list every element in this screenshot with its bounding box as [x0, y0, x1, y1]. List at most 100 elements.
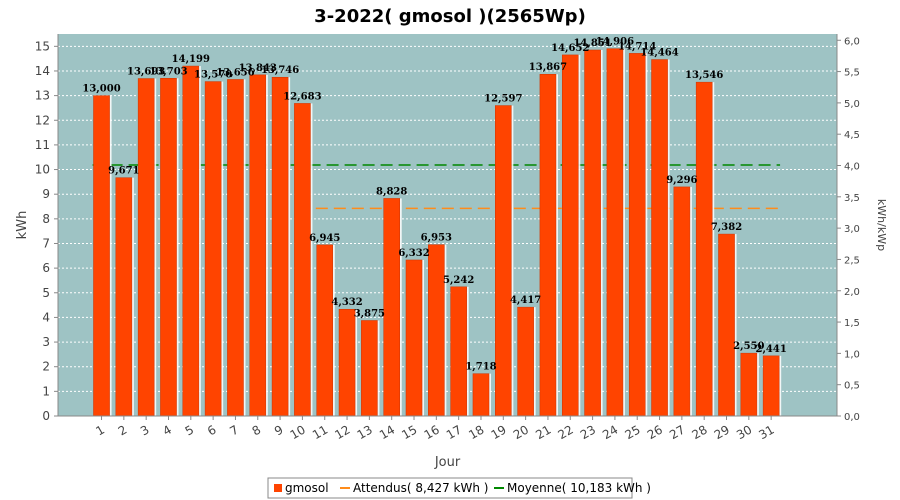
y-tick-label: 10 [35, 163, 50, 177]
bar-day-14 [383, 198, 400, 417]
x-tick-label: 7 [227, 422, 241, 438]
y-tick-label: 1 [42, 384, 50, 398]
x-tick-label: 11 [310, 422, 330, 442]
data-label: 14,464 [640, 48, 678, 59]
bar-day-1 [93, 95, 110, 417]
legend: gmosol Attendus( 8,427 kWh ) Moyenne( 10,1… [267, 477, 651, 499]
data-label: 4,417 [510, 295, 541, 306]
data-label: 14,851 [573, 38, 611, 49]
data-label: 13,570 [194, 70, 232, 81]
y-tick-label: 3 [42, 335, 50, 349]
bar-day-29 [718, 233, 735, 417]
y2-tick-label: 1,5 [844, 318, 860, 329]
y-tick-label: 11 [35, 138, 50, 152]
bar-day-7 [227, 79, 244, 417]
x-tick-label: 26 [645, 422, 665, 442]
x-tick-label: 16 [422, 422, 442, 442]
bar-day-4 [160, 78, 177, 417]
x-tick-label: 22 [556, 422, 576, 442]
data-label: 13,693 [127, 67, 165, 78]
x-tick-label: 2 [116, 422, 130, 438]
bar-day-23 [584, 49, 601, 417]
x-tick-label: 31 [756, 422, 776, 442]
y2-tick-label: 6,0 [844, 36, 860, 47]
y-tick-label: 9 [42, 187, 50, 201]
y-tick-label: 14 [35, 64, 50, 78]
data-label: 14,652 [551, 43, 589, 54]
x-tick-label: 13 [355, 422, 375, 442]
bar-day-19 [495, 105, 512, 417]
bar-day-2 [115, 177, 133, 417]
data-label: 13,843 [239, 63, 277, 74]
x-tick-label: 29 [712, 422, 732, 442]
x-tick-label: 5 [183, 422, 197, 438]
bar-day-8 [249, 74, 267, 417]
bar-day-6 [204, 81, 222, 417]
y2-tick-label: 5,5 [844, 68, 860, 79]
data-label: 8,828 [376, 186, 407, 197]
data-label: 13,746 [261, 65, 299, 76]
data-label: 13,656 [216, 67, 254, 78]
bar-day-10 [294, 103, 311, 417]
bar-day-25 [628, 53, 646, 417]
bar-day-11 [316, 244, 334, 417]
data-label: 7,382 [711, 222, 742, 233]
x-tick-label: 20 [511, 422, 531, 442]
bar-day-9 [271, 76, 289, 417]
data-label: 13,546 [685, 70, 723, 81]
x-tick-label: 8 [250, 422, 264, 438]
data-label: 3,875 [354, 309, 385, 320]
y-tick-label: 2 [42, 360, 50, 374]
bar-day-15 [405, 259, 423, 417]
legend-box [267, 477, 633, 499]
y2-tick-label: 5,0 [844, 99, 860, 110]
data-label: 5,242 [443, 275, 474, 286]
x-tick-label: 28 [689, 422, 709, 442]
data-label: 12,597 [484, 94, 522, 105]
data-label: 9,671 [108, 166, 139, 177]
x-tick-label: 24 [600, 422, 620, 442]
bar-day-5 [182, 65, 200, 417]
bar-day-16 [428, 244, 445, 417]
x-tick-label: 27 [667, 422, 687, 442]
y-tick-label: 15 [35, 39, 50, 53]
x-tick-label: 18 [466, 422, 486, 442]
y-tick-label: 0 [42, 409, 50, 423]
data-label: 1,718 [465, 362, 496, 373]
data-label: 4,332 [331, 297, 362, 308]
x-axis-label: Jour [434, 455, 461, 470]
bar-day-27 [673, 186, 691, 417]
chart-title: 3-2022( gmosol )(2565Wp) [314, 6, 586, 27]
bar-day-12 [338, 308, 356, 417]
bar-day-30 [740, 352, 758, 417]
y2-axis-label: kWh/kWp [875, 199, 888, 251]
data-label: 14,199 [172, 54, 210, 65]
bar-day-17 [450, 286, 467, 417]
data-label: 6,332 [398, 248, 429, 259]
x-tick-label: 21 [533, 422, 553, 442]
data-label: 14,714 [618, 41, 656, 52]
x-tick-label: 19 [489, 422, 509, 442]
x-tick-label: 4 [160, 422, 174, 438]
legend-label-moyenne: Moyenne( 10,183 kWh ) [507, 481, 651, 495]
bar-day-21 [539, 73, 557, 417]
legend-label-gmosol: gmosol [285, 481, 329, 495]
y-tick-label: 6 [42, 261, 50, 275]
y-tick-label: 8 [42, 212, 50, 226]
x-tick-label: 23 [578, 422, 598, 442]
data-label: 13,703 [149, 66, 187, 77]
x-tick-label: 1 [93, 422, 107, 438]
data-label: 2,550 [733, 341, 764, 352]
x-tick-label: 6 [205, 422, 219, 438]
legend-swatch-gmosol [274, 484, 282, 492]
bar-day-13 [361, 320, 378, 417]
bar-day-20 [517, 306, 534, 417]
x-tick-label: 9 [272, 422, 286, 438]
y-tick-label: 5 [42, 286, 50, 300]
y2-tick-label: 0,5 [844, 381, 860, 392]
x-tick-label: 30 [734, 422, 754, 442]
bar-day-22 [561, 54, 579, 417]
y-tick-label: 4 [42, 310, 50, 324]
